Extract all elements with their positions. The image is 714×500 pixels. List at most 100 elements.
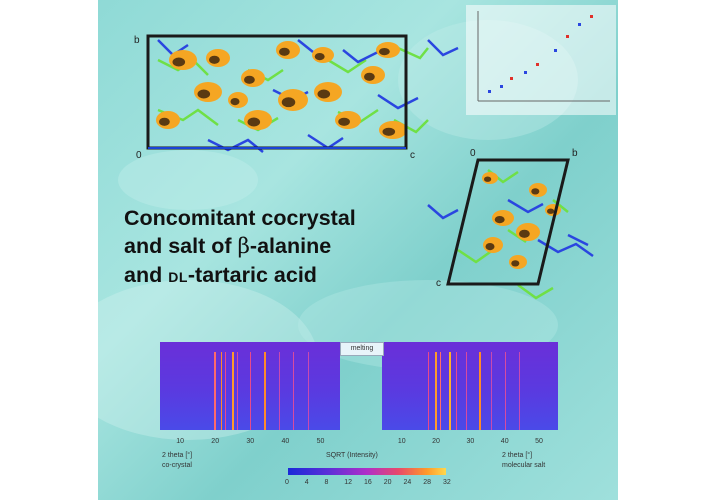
molecule-blob-shade xyxy=(379,48,390,56)
left-caption: co-crystal xyxy=(162,462,192,469)
molecule-blob-shade xyxy=(511,260,520,267)
mini-plot-point xyxy=(578,23,581,26)
molecule-blob-shade xyxy=(338,117,350,126)
molecule-blob-shade xyxy=(494,216,505,224)
blue-network xyxy=(427,198,594,258)
heatmap-stripe xyxy=(221,352,223,430)
heatmap-stripe xyxy=(224,352,226,430)
green-bond xyxy=(457,248,494,264)
heatmap-stripe xyxy=(505,352,507,430)
mini-plot-points xyxy=(488,15,593,93)
axis-label-c: c xyxy=(436,278,441,289)
molecule-blob-shade xyxy=(281,97,296,108)
molecule-blobs xyxy=(482,172,561,269)
green-bond xyxy=(327,58,367,74)
axis-label-b: b xyxy=(572,148,578,159)
mini-plot-point xyxy=(566,35,569,38)
unit-cell-right xyxy=(427,158,594,300)
molecule-blob-shade xyxy=(197,89,211,99)
title-line-2: and salt of β-alanine xyxy=(124,234,332,259)
mini-plot-point xyxy=(590,15,593,18)
x-tick-label: 10 xyxy=(176,438,184,445)
heatmap-stripe xyxy=(519,352,521,430)
blue-bond xyxy=(507,198,544,214)
colorbar-tick-label: 4 xyxy=(304,479,309,486)
heatmap-stripe xyxy=(440,352,442,430)
heatmap-stripe xyxy=(250,352,251,430)
molecule-blob-shade xyxy=(382,127,396,136)
colorbar-tick-label: 28 xyxy=(423,479,432,486)
blue-bond xyxy=(567,233,589,247)
molecule-blob-shade xyxy=(485,243,495,251)
heatmap-stripe xyxy=(214,352,216,430)
x-tick-label: 20 xyxy=(432,438,440,445)
heatmap-stripe xyxy=(278,352,280,430)
heatmap-stripe xyxy=(237,352,239,430)
unit-cell-top xyxy=(146,34,459,153)
heatmap-stripe xyxy=(455,352,457,430)
heatmap-stripe xyxy=(264,352,267,430)
blue-bond xyxy=(427,204,459,220)
molecule-blob-shade xyxy=(230,98,240,106)
mini-plot-point xyxy=(488,90,491,93)
molecule-blob-shade xyxy=(279,47,290,56)
blue-bond xyxy=(297,39,314,53)
background-swirl xyxy=(118,150,258,210)
title-line-1: Concomitant cocrystal xyxy=(124,206,356,230)
mini-plot-point xyxy=(536,63,539,66)
molecule-blob-shade xyxy=(244,75,255,84)
heatmap-stripe xyxy=(466,352,468,430)
left-xlabel: 2 theta [°] xyxy=(162,452,193,459)
mini-plot-point xyxy=(554,49,557,52)
blue-bond xyxy=(207,138,264,153)
colorbar-label: SQRT (Intensity) xyxy=(326,452,378,459)
heatmap-molecular-salt xyxy=(382,342,558,430)
dl-prefix: DL xyxy=(168,269,188,285)
molecule-blob-shade xyxy=(531,188,540,195)
title-line-3: and DL-tartaric acid xyxy=(124,263,317,287)
abstract-title: Concomitant cocrystal and salt of β-alan… xyxy=(124,204,356,291)
molecule-blob-shade xyxy=(159,117,170,126)
molecule-blobs xyxy=(156,41,407,139)
colorbar-tick-label: 32 xyxy=(443,479,451,486)
heatmap-stripe xyxy=(307,352,309,430)
x-tick-label: 40 xyxy=(281,438,290,445)
heatmap-stripe xyxy=(293,352,295,430)
x-tick-label: 40 xyxy=(500,438,509,445)
unit-cell-box xyxy=(446,158,570,286)
green-bond xyxy=(552,199,569,213)
molecule-blob-shade xyxy=(364,72,375,81)
axis-label-origin: 0 xyxy=(470,148,476,159)
melting-label: melting xyxy=(350,345,374,352)
x-tick-label: 50 xyxy=(316,438,325,445)
colorbar-tick-label: 12 xyxy=(344,479,353,486)
molecule-blob-shade xyxy=(317,89,331,99)
x-tick-label: 10 xyxy=(397,438,406,445)
heatmap-stripe xyxy=(478,352,481,430)
x-tick-label: 50 xyxy=(535,438,543,445)
x-tick-label: 30 xyxy=(466,438,475,445)
colorbar-tick-label: 24 xyxy=(403,479,412,486)
beta-symbol: β xyxy=(237,234,250,259)
colorbar-tick-label: 20 xyxy=(383,479,392,486)
x-tick-label: 30 xyxy=(246,438,255,445)
axis-label-c: c xyxy=(410,150,415,161)
molecule-blob-shade xyxy=(484,176,492,182)
heatmap-stripe xyxy=(232,352,234,430)
mini-scatter-plot xyxy=(466,5,616,115)
colorbar-tick-label: 16 xyxy=(364,479,372,486)
blue-bond xyxy=(342,49,379,64)
molecule-blob-shade xyxy=(314,53,325,61)
x-tick-label: 20 xyxy=(211,438,220,445)
right-caption: molecular salt xyxy=(502,462,546,469)
molecule-blob-shade xyxy=(547,208,555,214)
heatmap-stripe xyxy=(434,352,437,430)
graphical-abstract: b 0 c 0 b c Concomit xyxy=(98,0,618,500)
melting-label-box: melting xyxy=(340,342,384,356)
molecule-blob-shade xyxy=(209,55,220,64)
mini-plot-point xyxy=(524,71,527,74)
heatmap-cocrystal xyxy=(160,342,340,430)
molecule-blob-shade xyxy=(519,229,530,238)
green-bond xyxy=(517,283,554,300)
blue-bond xyxy=(377,93,419,110)
